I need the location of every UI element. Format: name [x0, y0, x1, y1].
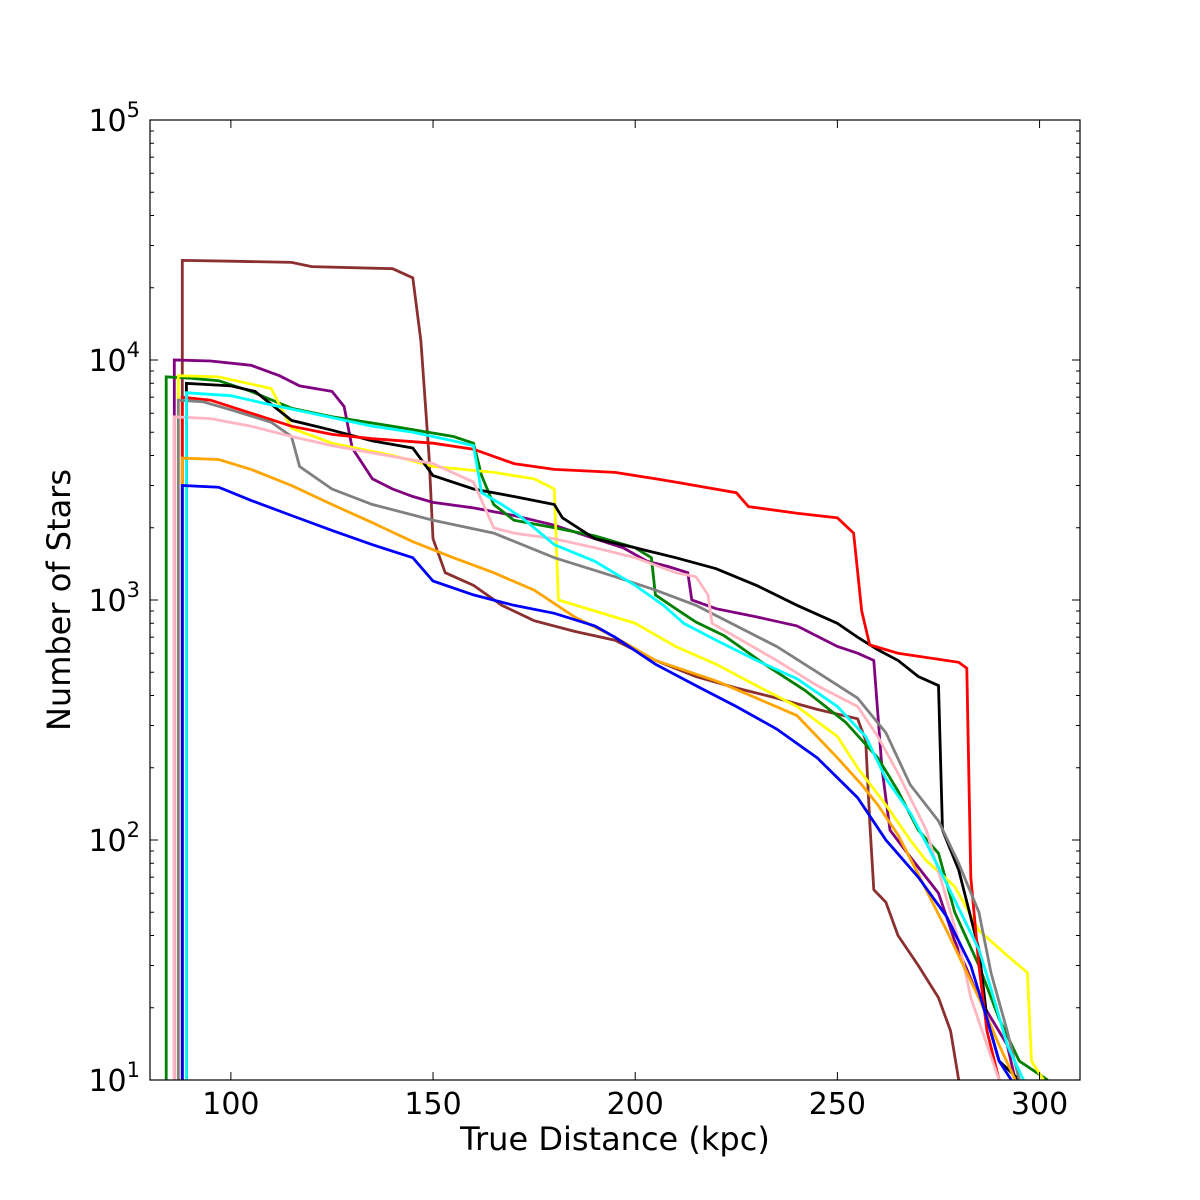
y-tick-label: 104: [88, 338, 140, 379]
x-tick-label: 150: [404, 1087, 461, 1122]
series-line-10: [180, 456, 1017, 1080]
y-tick-label: 102: [88, 818, 140, 859]
series-line-8: [172, 415, 1001, 1080]
series-line-4: [176, 374, 1045, 1080]
x-tick-label: 200: [607, 1087, 664, 1122]
x-tick-label: 250: [809, 1087, 866, 1122]
x-tick-label: 300: [1011, 1087, 1068, 1122]
y-tick-label: 101: [88, 1058, 140, 1099]
y-tick-label: 103: [88, 578, 140, 619]
series-line-9: [185, 391, 1025, 1080]
x-axis-label: True Distance (kpc): [459, 1120, 770, 1158]
series-layer: [164, 258, 1049, 1080]
y-tick-label: 105: [88, 98, 140, 139]
series-line-7: [176, 398, 1021, 1080]
series-line-1: [180, 258, 961, 1080]
y-axis-label: Number of Stars: [40, 469, 78, 731]
series-line-6: [180, 395, 1001, 1080]
series-line-2: [172, 358, 1017, 1080]
x-tick-label: 100: [202, 1087, 259, 1122]
tick-layer: 100 150 200 250 300 101 102 103 104 105: [88, 98, 1080, 1122]
series-line-11: [180, 484, 1013, 1080]
